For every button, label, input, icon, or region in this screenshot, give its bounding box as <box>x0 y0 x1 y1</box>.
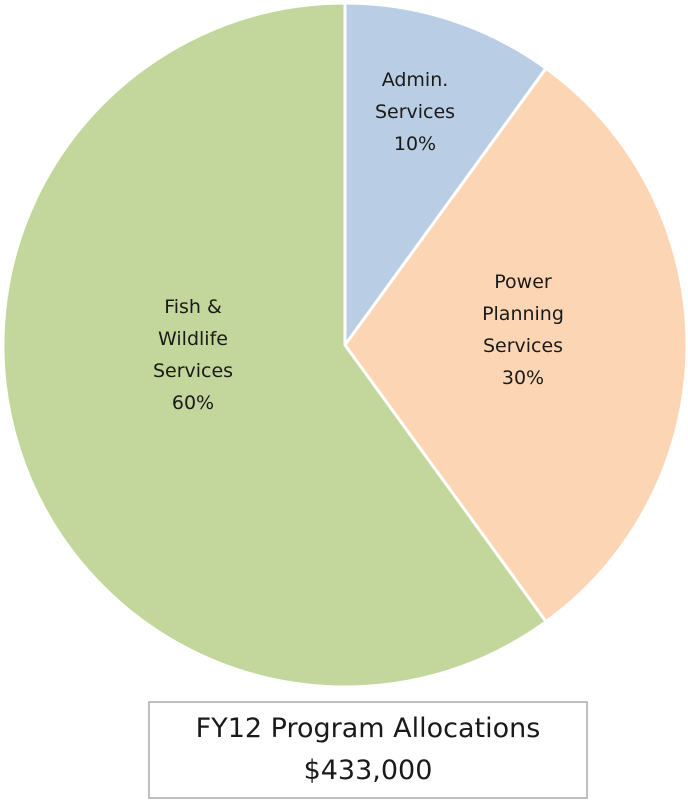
value-label: 10% <box>393 133 437 155</box>
chart-title: FY12 Program Allocations <box>195 713 541 744</box>
category-label: Power Planning Services <box>482 271 564 357</box>
slice-label: Fish & Wildlife Services 60% <box>137 291 249 419</box>
chart-subtitle: $433,000 <box>303 755 433 786</box>
slice-label: Power Planning Services 30% <box>467 266 579 394</box>
pie-slice <box>343 66 688 624</box>
slice-label: Admin. Services 10% <box>359 64 471 160</box>
title-box: FY12 Program Allocations $433,000 <box>148 701 588 799</box>
category-label: Fish & Wildlife Services <box>152 296 234 382</box>
value-label: 30% <box>501 367 545 389</box>
pie-slice <box>1 1 548 689</box>
value-label: 60% <box>171 392 215 414</box>
category-label: Admin. Services <box>374 69 456 123</box>
pie-slice <box>343 1 548 347</box>
pie-area <box>1 1 688 689</box>
